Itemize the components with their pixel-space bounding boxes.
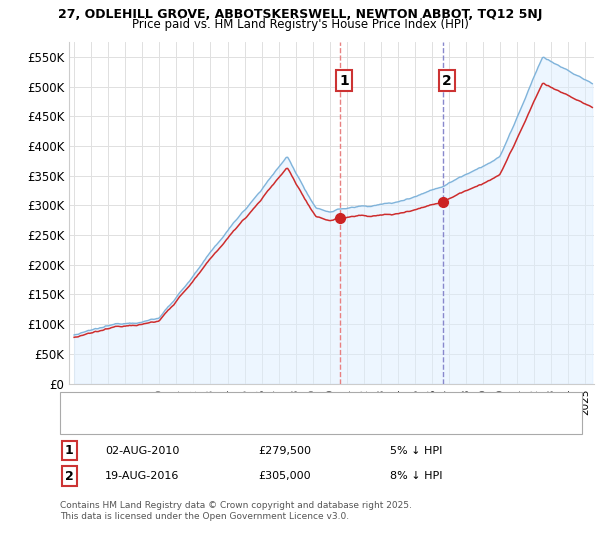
Text: 19-AUG-2016: 19-AUG-2016	[105, 471, 179, 481]
Text: 02-AUG-2010: 02-AUG-2010	[105, 446, 179, 456]
Text: 2: 2	[65, 469, 73, 483]
Text: £279,500: £279,500	[258, 446, 311, 456]
Text: Contains HM Land Registry data © Crown copyright and database right 2025.
This d: Contains HM Land Registry data © Crown c…	[60, 501, 412, 521]
Text: 27, ODLEHILL GROVE, ABBOTSKERSWELL, NEWTON ABBOT, TQ12 5NJ (detached house): 27, ODLEHILL GROVE, ABBOTSKERSWELL, NEWT…	[102, 399, 540, 409]
Text: 8% ↓ HPI: 8% ↓ HPI	[390, 471, 443, 481]
Text: 1: 1	[339, 73, 349, 87]
Text: HPI: Average price, detached house, Teignbridge: HPI: Average price, detached house, Teig…	[102, 418, 344, 428]
Text: Price paid vs. HM Land Registry's House Price Index (HPI): Price paid vs. HM Land Registry's House …	[131, 18, 469, 31]
Text: £305,000: £305,000	[258, 471, 311, 481]
Text: 27, ODLEHILL GROVE, ABBOTSKERSWELL, NEWTON ABBOT, TQ12 5NJ: 27, ODLEHILL GROVE, ABBOTSKERSWELL, NEWT…	[58, 8, 542, 21]
Text: 1: 1	[65, 444, 73, 458]
Text: 5% ↓ HPI: 5% ↓ HPI	[390, 446, 442, 456]
Text: 2: 2	[442, 73, 452, 87]
